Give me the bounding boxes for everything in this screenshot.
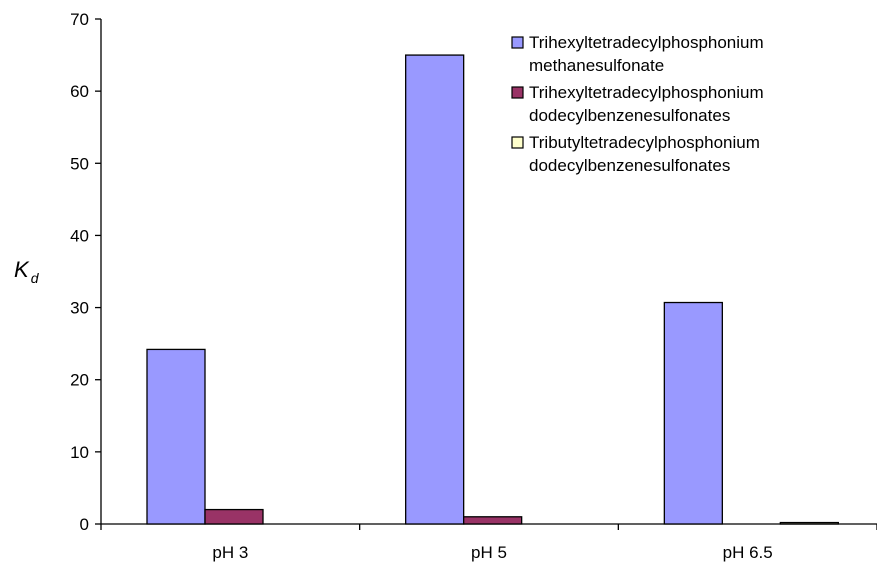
x-category-label: pH 5 (471, 543, 507, 562)
bars (146, 54, 839, 525)
y-axis-label-subscript: d (31, 270, 40, 286)
legend-label: methanesulfonate (529, 56, 664, 75)
y-axis: 0 10 20 30 40 50 60 70 (70, 10, 102, 534)
bar (779, 521, 839, 525)
y-tick-label: 50 (70, 154, 89, 173)
bar (405, 54, 465, 525)
bar (663, 301, 723, 525)
legend: Trihexyltetradecylphosphonium methanesulf… (511, 33, 764, 175)
legend-swatch (511, 136, 524, 149)
y-tick-label: 10 (70, 443, 89, 462)
y-tick-label: 70 (70, 10, 89, 29)
bar (146, 348, 206, 525)
legend-label: Trihexyltetradecylphosphonium (529, 33, 764, 52)
y-tick-label: 30 (70, 299, 89, 318)
bar (204, 508, 264, 525)
legend-label: Tributyltetradecylphosphonium (529, 133, 760, 152)
legend-swatch (511, 36, 524, 49)
legend-label: Trihexyltetradecylphosphonium (529, 83, 764, 102)
y-axis-label-main: K (14, 257, 30, 282)
y-tick-label: 0 (80, 515, 89, 534)
legend-label: dodecylbenzenesulfonates (529, 106, 730, 125)
x-axis: pH 3 pH 5 pH 6.5 (100, 523, 877, 562)
x-category-label: pH 3 (212, 543, 248, 562)
y-tick-label: 60 (70, 82, 89, 101)
x-category-label: pH 6.5 (723, 543, 773, 562)
y-tick-label: 40 (70, 226, 89, 245)
bar (463, 516, 523, 525)
y-tick-label: 20 (70, 371, 89, 390)
legend-label: dodecylbenzenesulfonates (529, 156, 730, 175)
legend-swatch (511, 86, 524, 99)
